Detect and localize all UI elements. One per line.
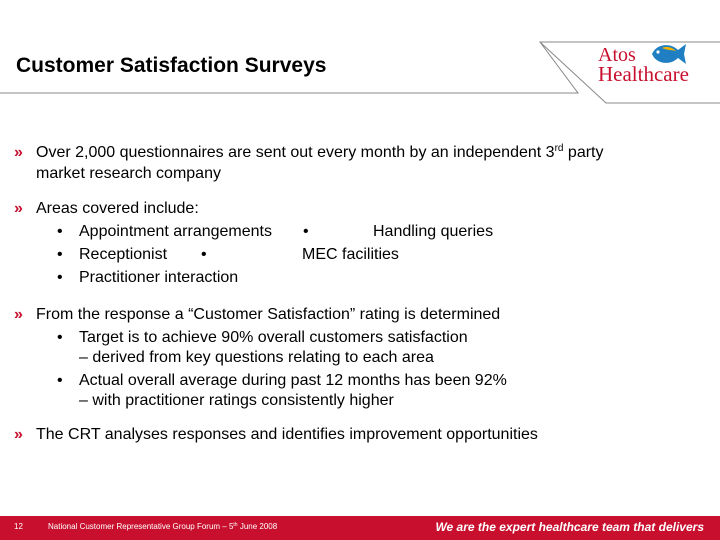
sub-bullet-marker: • [57,269,63,286]
sub-bullet-text: – derived from key questions relating to… [79,349,434,366]
page-number: 12 [14,522,23,531]
footer-bar: 12 National Customer Representative Grou… [0,516,720,540]
bullet-text: market research company [36,165,221,182]
bullet-text: From the response a “Customer Satisfacti… [36,306,501,323]
sub-bullet-text: Actual overall average during past 12 mo… [79,372,507,389]
bullet-text: party [563,144,604,161]
bullet-text: Over 2,000 questionnaires are sent out e… [36,144,555,161]
bullet-text: Areas covered include: [36,200,199,217]
sub-bullet-text: Appointment arrangements [79,223,272,240]
page-title: Customer Satisfaction Surveys [16,54,327,77]
sub-bullet-text: Handling queries [373,223,494,240]
fish-logo-icon [652,44,686,64]
bullet-text: The CRT analyses responses and identifie… [36,426,538,443]
bullet-marker: » [14,306,23,323]
sub-bullet-marker: • [57,223,63,240]
company-logo: Atos Healthcare [584,40,716,90]
sub-bullet-marker: • [57,246,63,263]
ordinal-suffix: th [233,522,238,528]
logo-text-healthcare: Healthcare [598,62,689,86]
header-divider [0,41,720,104]
bullet-marker: » [14,426,23,443]
sub-bullet-marker: • [303,223,309,240]
sub-bullet-text: Practitioner interaction [79,269,239,286]
sub-bullet-marker: • [57,329,63,346]
sub-bullet-text: Receptionist [79,246,168,263]
bullet-marker: » [14,144,23,161]
ordinal-suffix: rd [554,143,564,154]
sub-bullet-text: Target is to achieve 90% overall custome… [79,329,468,346]
sub-bullet-marker: • [201,246,207,263]
footer-event-text: National Customer Representative Group F… [48,522,278,531]
footer-tagline: We are the expert healthcare team that d… [435,520,704,534]
sub-bullet-text: – with practitioner ratings consistently… [79,392,394,409]
sub-bullet-marker: • [57,372,63,389]
sub-bullet-text: MEC facilities [302,246,399,263]
bullet-marker: » [14,200,23,217]
logo-text-atos: Atos [598,44,636,66]
